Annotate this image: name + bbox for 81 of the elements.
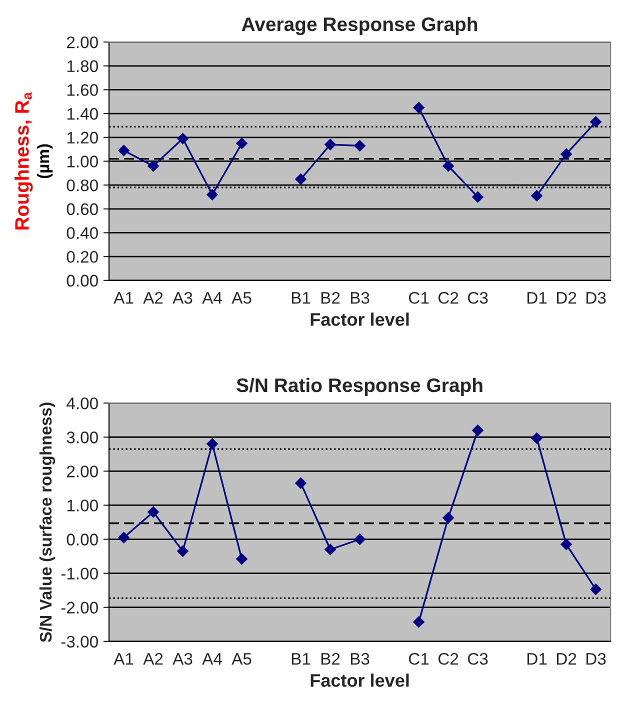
point (177, 132, 188, 144)
y-tick-label: -1.00 (61, 568, 98, 580)
x-tick-label: A4 (202, 292, 222, 304)
y-tick-label: 1.00 (67, 500, 98, 512)
x-tick-label: B1 (292, 653, 310, 665)
y-tick-label: 1.40 (67, 108, 98, 120)
point (442, 512, 454, 524)
chart-title: Average Response Graph (242, 16, 478, 36)
point (560, 148, 572, 160)
x-tick-label: C3 (468, 292, 488, 304)
x-tick-label: D2 (557, 652, 576, 665)
y-tick-label: 0.20 (66, 250, 98, 263)
point (295, 477, 306, 489)
point (590, 584, 602, 595)
y-tick-label: 0.00 (66, 274, 98, 287)
point (177, 546, 188, 557)
x-tick-label: A5 (232, 292, 252, 304)
x-axis-title: Factor level (310, 312, 409, 326)
y-tick-label: 1.80 (67, 60, 98, 72)
x-tick-label: A2 (143, 292, 163, 304)
y-tick-label: -3.00 (61, 636, 98, 648)
x-tick-label: C1 (408, 652, 429, 665)
x-tick-label: B2 (321, 652, 340, 665)
point (148, 506, 159, 518)
x-tick-label: D3 (586, 652, 606, 665)
x-tick-label: C2 (438, 652, 458, 665)
x-tick-label: D2 (557, 292, 576, 304)
chart-title: S/N Ratio Response Graph (236, 378, 482, 396)
y-tick-label: 0.00 (66, 534, 98, 546)
y-tick-label: 2.00 (67, 466, 98, 478)
text: Roughness, R$_{a}$ (µm) (14, 92, 53, 230)
x-tick-label: D3 (586, 292, 606, 304)
point (118, 144, 130, 156)
y-tick-label: 1.20 (67, 132, 98, 144)
point (413, 616, 424, 628)
x-tick-label: C1 (408, 292, 429, 304)
x-tick-label: A1 (114, 292, 134, 304)
y-tick-label: 0.80 (66, 179, 98, 192)
x-tick-label: D1 (528, 653, 547, 665)
x-tick-label: A2 (143, 652, 163, 665)
y-tick-label: -2.00 (61, 602, 98, 614)
y-tick-label: 1.00 (67, 156, 98, 168)
x-axis-title: Factor level (310, 674, 409, 687)
y-tick-label: 3.00 (66, 432, 98, 444)
point (442, 160, 454, 172)
point (472, 191, 484, 203)
point (531, 432, 542, 444)
point (590, 116, 602, 128)
y-tick-label: 2.00 (67, 36, 98, 48)
point (560, 538, 572, 550)
point (531, 190, 542, 202)
point (413, 102, 424, 114)
x-tick-label: A3 (172, 652, 192, 665)
point (206, 438, 218, 450)
x-tick-label: B3 (350, 292, 370, 304)
point (324, 544, 336, 556)
point (236, 138, 248, 149)
x-tick-label: B1 (292, 292, 310, 304)
point (324, 138, 336, 150)
y-tick-label: 0.40 (66, 227, 98, 239)
y-axis-title: S/N Value (surface roughness) (39, 402, 56, 642)
x-tick-label: A3 (172, 292, 192, 304)
point (354, 140, 366, 152)
x-tick-label: B2 (321, 292, 340, 304)
y-tick-label: 1.60 (67, 84, 98, 96)
x-tick-label: A5 (232, 653, 252, 665)
point (118, 532, 130, 544)
y-tick-label: 4.00 (66, 397, 98, 410)
point (206, 188, 218, 200)
point (236, 553, 248, 565)
point (295, 174, 306, 185)
x-tick-label: A1 (114, 653, 134, 665)
x-tick-label: B3 (350, 652, 370, 665)
x-tick-label: A4 (202, 653, 222, 665)
x-tick-label: D1 (528, 292, 547, 304)
point (354, 534, 366, 545)
point (148, 160, 159, 172)
x-tick-label: C2 (438, 292, 458, 304)
point (472, 424, 484, 436)
x-tick-label: C3 (468, 652, 488, 665)
y-tick-label: 0.60 (66, 203, 98, 216)
